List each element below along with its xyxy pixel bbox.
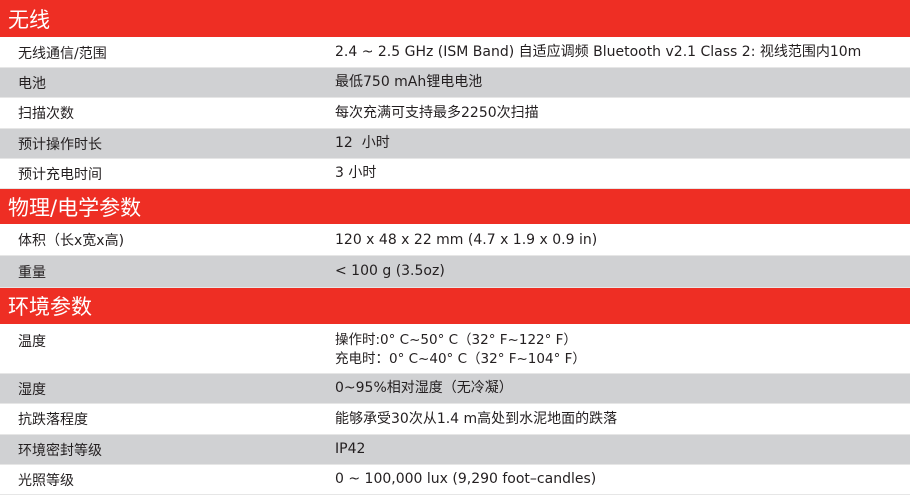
temp-charging: 充电时：0° C~40° C（32° F~104° F） xyxy=(335,351,586,367)
spec-label: 温度 xyxy=(18,334,46,350)
spec-row: 环境密封等级 IP42 xyxy=(0,435,910,465)
section-header-physical: 物理/电学参数 xyxy=(0,189,910,225)
spec-label: 湿度 xyxy=(18,381,46,398)
spec-value: 每次充满可支持最多2250次扫描 xyxy=(335,104,539,121)
spec-value: 120 x 48 x 22 mm (4.7 x 1.9 x 0.9 in) xyxy=(335,231,598,248)
spec-value: 最低750 mAh锂电电池 xyxy=(335,74,483,90)
spec-row: 电池 最低750 mAh锂电电池 xyxy=(0,68,910,98)
spec-label: 光照等级 xyxy=(18,472,74,489)
section-header-wireless: 无线 xyxy=(0,0,910,38)
spec-label: 预计操作时长 xyxy=(18,136,102,153)
spec-label: 预计充电时间 xyxy=(18,166,102,183)
spec-value: 操作时:0° C~50° C（32° F~122° F） 充电时：0° C~40°… xyxy=(335,331,586,369)
spec-value: IP42 xyxy=(335,441,366,457)
spec-label: 扫描次数 xyxy=(18,106,74,122)
spec-row: 湿度 0~95%相对湿度（无冷凝） xyxy=(0,374,910,404)
spec-value: 3 小时 xyxy=(335,165,377,181)
spec-value: 12 小时 xyxy=(335,135,390,151)
spec-value: < 100 g (3.5oz) xyxy=(335,263,445,279)
spec-row: 扫描次数 每次充满可支持最多2250次扫描 xyxy=(0,98,910,129)
spec-label: 体积（长x宽x高) xyxy=(18,233,125,249)
temp-operating: 操作时:0° C~50° C（32° F~122° F） xyxy=(335,332,577,348)
spec-row: 体积（长x宽x高) 120 x 48 x 22 mm (4.7 x 1.9 x 0… xyxy=(0,225,910,256)
spec-value: 能够承受30次从1.4 m高处到水泥地面的跌落 xyxy=(335,410,618,427)
spec-label: 电池 xyxy=(18,75,46,92)
spec-row: 无线通信/范围 2.4 ~ 2.5 GHz (ISM Band) 自适应调频 Bl… xyxy=(0,38,910,68)
spec-label: 重量 xyxy=(18,264,46,281)
spec-row: 光照等级 0 ~ 100,000 lux (9,290 foot–candles) xyxy=(0,465,910,495)
spec-row: 温度 操作时:0° C~50° C（32° F~122° F） 充电时：0° C~4… xyxy=(0,325,910,374)
section-header-environment: 环境参数 xyxy=(0,288,910,325)
spec-label: 无线通信/范围 xyxy=(18,45,107,62)
spec-label: 环境密封等级 xyxy=(18,442,102,459)
spec-label: 抗跌落程度 xyxy=(18,412,88,428)
spec-row: 预计充电时间 3 小时 xyxy=(0,159,910,189)
spec-value: 2.4 ~ 2.5 GHz (ISM Band) 自适应调频 Bluetooth… xyxy=(335,44,862,60)
spec-value: 0~95%相对湿度（无冷凝） xyxy=(335,380,513,396)
spec-value: 0 ~ 100,000 lux (9,290 foot–candles) xyxy=(335,471,597,487)
spec-row: 抗跌落程度 能够承受30次从1.4 m高处到水泥地面的跌落 xyxy=(0,404,910,435)
spec-row: 预计操作时长 12 小时 xyxy=(0,129,910,159)
spec-row: 重量 < 100 g (3.5oz) xyxy=(0,256,910,288)
